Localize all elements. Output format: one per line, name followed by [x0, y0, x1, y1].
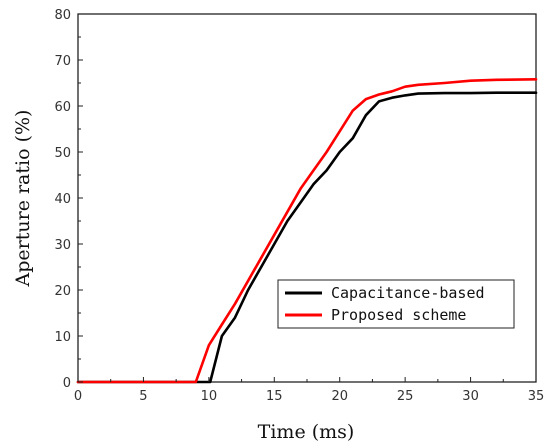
y-tick-label: 30: [54, 238, 71, 253]
series-line-capacitance-based: [76, 91, 538, 384]
x-tick-label: 5: [139, 389, 147, 404]
x-tick-label: 35: [528, 389, 545, 404]
y-tick-label: 70: [54, 54, 71, 69]
y-tick-label: 20: [54, 284, 71, 299]
x-tick-label: 25: [397, 389, 414, 404]
legend-label-proposed-scheme: Proposed scheme: [331, 306, 466, 324]
y-tick-label: 40: [54, 192, 71, 207]
x-tick-label: 0: [74, 389, 82, 404]
series-layer: [76, 78, 538, 384]
y-tick-label: 10: [54, 330, 71, 345]
x-tick-label: 10: [201, 389, 218, 404]
x-tick-label: 15: [266, 389, 283, 404]
y-tick-label: 60: [54, 100, 71, 115]
y-tick-label: 80: [54, 8, 71, 23]
y-tick-label: 0: [63, 376, 71, 391]
legend-label-capacitance-based: Capacitance-based: [331, 284, 485, 302]
legend: Capacitance-based Proposed scheme: [277, 279, 515, 329]
x-tick-label: 30: [462, 389, 479, 404]
legend-box: [277, 279, 515, 329]
series-line-proposed-scheme: [76, 78, 538, 384]
y-axis-title: Aperture ratio (%): [12, 110, 34, 288]
x-axis-title: Time (ms): [258, 421, 355, 443]
y-tick-label: 50: [54, 146, 71, 161]
x-tick-label: 20: [331, 389, 348, 404]
ticks-layer: 0 5 10 15 20 25 30 35 0 10 20 30 40 50 60 70 80: [54, 8, 544, 404]
